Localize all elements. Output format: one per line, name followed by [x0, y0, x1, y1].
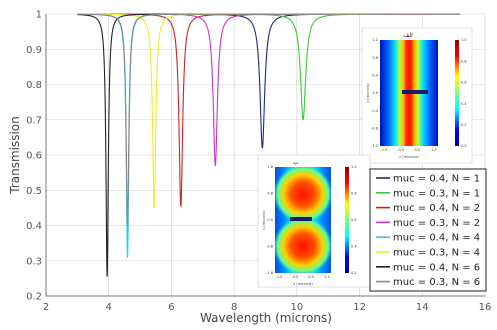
y-axis-ticks: 0.2 0.3 0.4 0.5 0.6 0.7 0.8 0.9 1	[26, 10, 42, 303]
x-tick-label: 6	[168, 302, 174, 313]
inset-y-tick-label: 0.0	[267, 218, 273, 222]
inset-x-tick-label: -0.5	[397, 148, 404, 152]
legend-label-8: muc = 0.3, N = 6	[393, 277, 480, 288]
inset-y-tick-label: 1.6	[267, 165, 273, 169]
y-tick-label: 0.4	[26, 221, 42, 232]
inset-y-tick-label: -0.4	[371, 109, 379, 113]
y-axis-label: Transmission	[8, 116, 22, 195]
x-tick-label: 4	[106, 302, 112, 313]
inset-a-xlabel: x (microns)	[399, 155, 419, 159]
legend-label-7: muc = 0.4, N = 6	[393, 262, 480, 273]
legend-label-2: muc = 0.3, N = 1	[393, 188, 480, 199]
inset-a-title: الف	[403, 32, 413, 39]
inset-colorbar-tick-label: 1.0	[461, 38, 467, 42]
x-axis-label: Wavelength (microns)	[200, 311, 332, 325]
y-tick-label: 0.8	[26, 80, 42, 91]
x-axis-ticks: 2 4 6 8 10 12 14 16	[43, 302, 492, 313]
inset-colorbar-tick-label: 0.4	[461, 102, 467, 106]
x-tick-label: 2	[43, 302, 49, 313]
inset-b-colorbar-ticks: 1.0 0.8 0.6 0.4 0.2	[351, 165, 357, 275]
inset-y-tick-label: 1.2	[372, 38, 378, 42]
inset-x-tick-label: -1.5	[381, 148, 388, 152]
inset-y-tick-label: 0.8	[267, 192, 273, 196]
y-tick-label: 1	[36, 10, 42, 21]
inset-b-y-ticks: 1.6 0.8 0.0 -0.8 -1.6	[266, 165, 273, 275]
y-tick-label: 0.3	[26, 256, 42, 267]
y-tick-label: 0.5	[26, 186, 42, 197]
inset-x-tick-label: 1.5	[324, 275, 330, 279]
series-line-8	[76, 13, 461, 227]
inset-a-ylabel: y (microns)	[366, 82, 370, 102]
inset-a-colorbar	[455, 40, 459, 146]
y-tick-label: 0.6	[26, 151, 42, 162]
inset-y-tick-label: 0.4	[372, 74, 378, 78]
inset-b-slab	[290, 217, 312, 221]
inset-b-heatmap	[275, 167, 331, 273]
inset-colorbar-tick-label: 0.6	[351, 218, 357, 222]
x-tick-label: 14	[416, 302, 429, 313]
legend-box	[369, 168, 487, 292]
inset-b-x-ticks: -1.5 -0.5 0.5 1.5	[276, 275, 330, 279]
legend-label-6: muc = 0.3, N = 4	[393, 248, 480, 259]
inset-colorbar-tick-label: 0.2	[461, 123, 467, 127]
inset-b-ylabel: y (microns)	[262, 209, 266, 229]
inset-b: ب 1.6 0.8 0.0 -0.8 -1.6 -1.5 -0.5 0.5 1.5 1.0 0.…	[257, 154, 371, 288]
inset-colorbar-tick-label: 1.0	[351, 165, 357, 169]
inset-y-tick-label: 0.8	[372, 56, 378, 60]
inset-y-tick-label: -1.6	[266, 271, 273, 275]
inset-x-tick-label: 0.5	[308, 275, 314, 279]
inset-a-y-ticks: 1.2 0.8 0.4 0.0 -0.4 -0.8 -1.2	[371, 38, 379, 148]
x-tick-label: 8	[231, 302, 237, 313]
inset-x-tick-label: 1.5	[431, 148, 437, 152]
inset-b-colorbar	[345, 167, 349, 273]
legend-label-4: muc = 0.3, N = 2	[393, 218, 480, 229]
inset-y-tick-label: 0.0	[372, 91, 378, 95]
legend-label-3: muc = 0.4, N = 2	[393, 203, 480, 214]
inset-a-x-ticks: -1.5 -0.5 0.5 1.5	[381, 148, 437, 152]
inset-x-tick-label: -1.5	[276, 275, 283, 279]
inset-a: الف 1.2 0.8 0.4 0.0 -0.4 -0.8 -1.2 -1.5 -0.5 0.5…	[361, 27, 473, 164]
inset-colorbar-tick-label: 0.6	[461, 81, 467, 85]
inset-colorbar-tick-label: 0.4	[351, 245, 357, 249]
inset-y-tick-label: -0.8	[371, 127, 378, 131]
series-lines	[76, 13, 461, 277]
y-tick-label: 0.2	[26, 292, 42, 303]
inset-colorbar-tick-label: 0.8	[351, 192, 357, 196]
inset-x-tick-label: 0.5	[415, 148, 421, 152]
y-tick-label: 0.9	[26, 45, 42, 56]
legend-label-1: muc = 0.4, N = 1	[393, 174, 480, 185]
x-tick-label: 16	[479, 302, 492, 313]
inset-b-title: ب	[293, 159, 299, 166]
inset-y-tick-label: -0.8	[266, 245, 273, 249]
x-tick-label: 10	[290, 302, 303, 313]
inset-b-xlabel: x (microns)	[293, 282, 313, 286]
y-tick-label: 0.7	[26, 115, 42, 126]
legend-label-5: muc = 0.4, N = 4	[393, 233, 480, 244]
x-tick-label: 12	[353, 302, 366, 313]
inset-a-colorbar-ticks: 1.0 0.8 0.6 0.4 0.2 0.0	[461, 38, 467, 148]
inset-colorbar-tick-label: 0.2	[351, 271, 357, 275]
legend: muc = 0.4, N = 1 muc = 0.3, N = 1 muc = 0.…	[369, 168, 487, 292]
inset-colorbar-tick-label: 0.0	[461, 144, 467, 148]
inset-a-slab	[402, 90, 428, 94]
inset-colorbar-tick-label: 0.8	[461, 59, 467, 63]
inset-x-tick-label: -0.5	[292, 275, 299, 279]
inset-y-tick-label: -1.2	[371, 144, 378, 148]
legend-items: muc = 0.4, N = 1 muc = 0.3, N = 1 muc = 0.…	[376, 174, 480, 288]
